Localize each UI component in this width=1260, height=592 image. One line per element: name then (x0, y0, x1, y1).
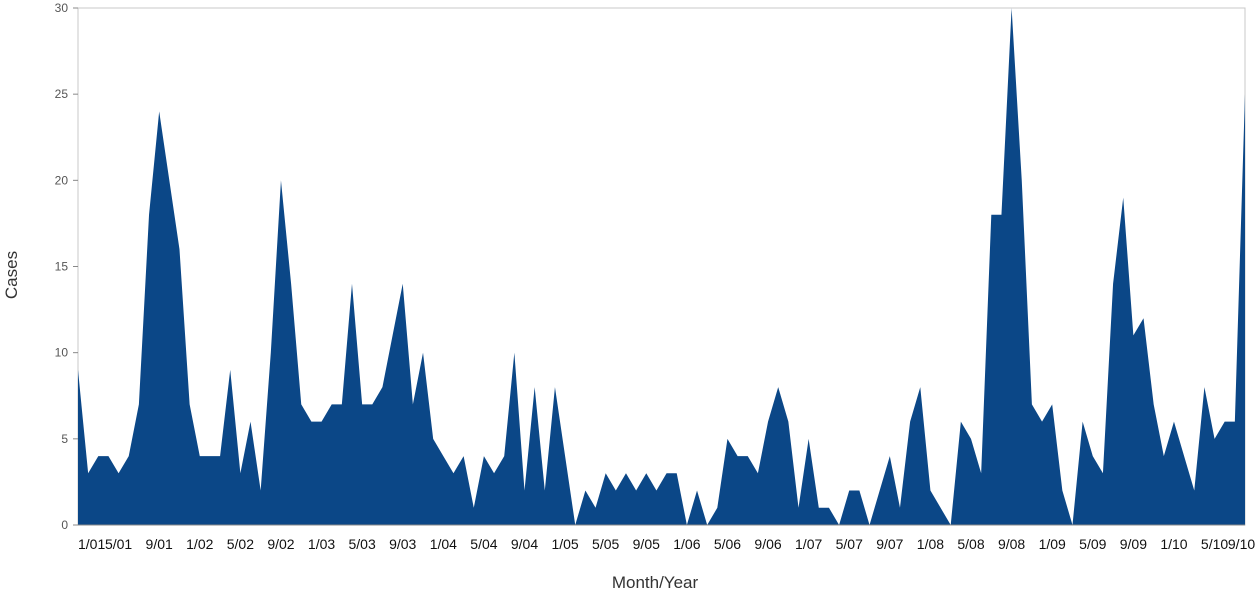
y-tick-label: 25 (55, 87, 69, 101)
x-tick-label: 1/08 (917, 536, 944, 552)
y-tick-label: 20 (55, 173, 69, 187)
cases-area-series (78, 8, 1245, 525)
y-tick-label: 10 (55, 346, 69, 360)
x-tick-label: 1/02 (186, 536, 213, 552)
x-tick-label: 9/06 (754, 536, 781, 552)
x-tick-label: 9/08 (998, 536, 1025, 552)
x-tick-label: 5/08 (957, 536, 984, 552)
x-tick-label: 5/06 (714, 536, 741, 552)
x-tick-label: 1/09 (1039, 536, 1066, 552)
x-tick-label: 5/03 (349, 536, 376, 552)
y-axis-title: Cases (2, 251, 21, 299)
x-tick-label: 9/05 (633, 536, 660, 552)
x-axis-title: Month/Year (612, 573, 699, 592)
x-tick-label: 5/04 (470, 536, 497, 552)
x-tick-label: 5/09 (1079, 536, 1106, 552)
x-tick-label: 9/09 (1120, 536, 1147, 552)
x-tick-label: 9/02 (267, 536, 294, 552)
x-tick-label: 9/07 (876, 536, 903, 552)
x-tick-label: 1/04 (430, 536, 457, 552)
y-tick-label: 0 (61, 518, 68, 532)
x-tick-label: 1/05 (551, 536, 578, 552)
x-tick-label: 1/03 (308, 536, 335, 552)
x-tick-label: 1/06 (673, 536, 700, 552)
y-axis-ticks: 0 5 10 15 20 25 30 (55, 1, 78, 532)
x-tick-label: 5/10 (1201, 536, 1228, 552)
x-tick-label: 9/04 (511, 536, 538, 552)
y-tick-label: 30 (55, 1, 69, 15)
x-tick-label: 5/02 (227, 536, 254, 552)
x-tick-label: 5/05 (592, 536, 619, 552)
x-tick-label: 1/01 (78, 536, 105, 552)
x-tick-label: 5/01 (105, 536, 132, 552)
x-tick-label: 5/07 (836, 536, 863, 552)
x-tick-label: 9/03 (389, 536, 416, 552)
y-tick-label: 15 (55, 260, 69, 274)
x-tick-label: 9/10 (1228, 536, 1255, 552)
x-axis-ticks: 1/01 5/01 9/01 1/02 5/02 9/02 1/03 5/03 9/03 1/04… (78, 536, 1255, 552)
y-tick-label: 5 (61, 432, 68, 446)
x-tick-label: 9/01 (146, 536, 173, 552)
x-tick-label: 1/07 (795, 536, 822, 552)
x-tick-label: 1/10 (1160, 536, 1187, 552)
